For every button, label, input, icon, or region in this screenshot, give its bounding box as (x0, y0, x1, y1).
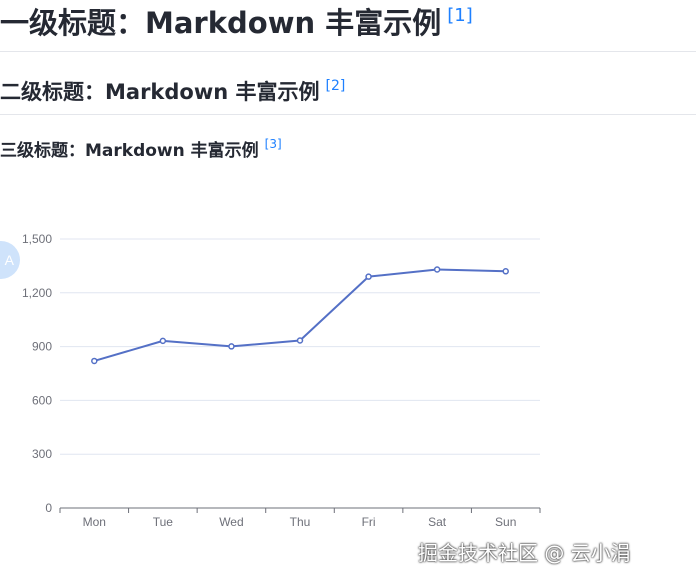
x-tick-label: Thu (290, 515, 311, 529)
heading-2-text: 二级标题：Markdown 丰富示例 (0, 80, 320, 104)
data-point (365, 273, 372, 280)
data-point (502, 268, 509, 275)
footnote-ref-3[interactable]: [3] (264, 137, 282, 151)
translate-icon-label: A (4, 252, 14, 268)
x-tick-label: Sat (428, 515, 447, 529)
translate-icon[interactable]: A (0, 241, 20, 279)
heading-level-3: 三级标题：Markdown 丰富示例 [3] (0, 137, 282, 165)
data-point (433, 266, 441, 273)
data-point (91, 357, 98, 365)
x-tick-label: Fri (362, 515, 376, 529)
heading-level-1: 一级标题：Markdown 丰富示例 [1] (0, 4, 473, 47)
y-tick-label: 0 (45, 501, 52, 515)
y-tick-label: 1,500 (22, 232, 52, 246)
x-tick-label: Mon (83, 515, 106, 529)
data-point (228, 343, 235, 350)
y-tick-label: 1,200 (22, 286, 52, 300)
data-point (159, 337, 167, 345)
watermark: 掘金技术社区 @ 云小涓 (418, 541, 631, 565)
line-chart: 0 300 600 900 1,200 1,500 Mon Tue Wed Thu Fri Sat Su… (22, 232, 541, 529)
x-tick-label: Wed (219, 515, 243, 529)
footnote-ref-2[interactable]: [2] (325, 78, 346, 94)
heading-2-divider (0, 114, 696, 115)
heading-1-divider (0, 51, 696, 52)
x-tick-label: Sun (495, 515, 516, 529)
heading-level-2: 二级标题：Markdown 丰富示例 [2] (0, 77, 345, 110)
footnote-ref-1[interactable]: [1] (447, 5, 473, 26)
series-line (94, 268, 506, 362)
y-tick-label: 600 (32, 393, 52, 407)
x-tick-label: Tue (153, 515, 174, 529)
y-tick-label: 300 (32, 447, 52, 461)
heading-3-text: 三级标题：Markdown 丰富示例 (0, 141, 259, 161)
data-point (296, 337, 304, 344)
y-tick-label: 900 (32, 340, 52, 354)
heading-1-text: 一级标题：Markdown 丰富示例 (0, 6, 442, 40)
